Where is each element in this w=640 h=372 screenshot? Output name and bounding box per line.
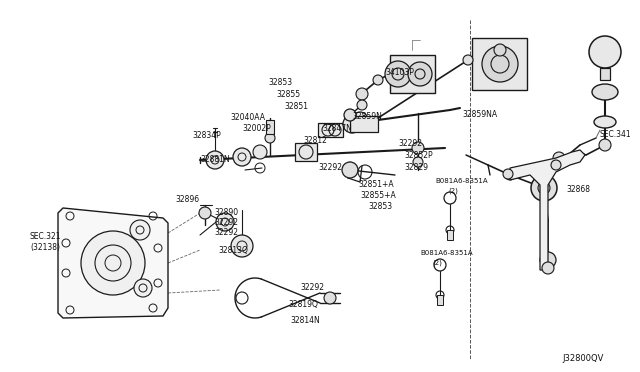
Text: (2): (2) — [432, 260, 442, 266]
Circle shape — [357, 100, 367, 110]
Circle shape — [216, 213, 234, 231]
Text: 32040AA: 32040AA — [230, 113, 265, 122]
Circle shape — [412, 142, 424, 154]
Text: 32851+A: 32851+A — [358, 180, 394, 189]
Polygon shape — [58, 208, 168, 318]
Text: B081A6-8351A: B081A6-8351A — [420, 250, 472, 256]
Circle shape — [589, 36, 621, 68]
Circle shape — [356, 88, 368, 100]
Text: (2): (2) — [448, 188, 458, 195]
Circle shape — [503, 169, 513, 179]
Text: SEC.321: SEC.321 — [30, 232, 61, 241]
Circle shape — [531, 175, 557, 201]
Circle shape — [233, 148, 251, 166]
Text: 32855+A: 32855+A — [360, 191, 396, 200]
Text: 32859NA: 32859NA — [462, 110, 497, 119]
Text: 32819Q: 32819Q — [288, 300, 318, 309]
Text: SEC.341: SEC.341 — [600, 130, 632, 139]
Text: 32829: 32829 — [404, 163, 428, 172]
Text: 32292: 32292 — [318, 163, 342, 172]
Bar — [437, 295, 443, 305]
Circle shape — [385, 61, 411, 87]
Text: 34103P: 34103P — [385, 68, 414, 77]
Ellipse shape — [592, 84, 618, 100]
Text: 32851: 32851 — [284, 102, 308, 111]
Text: 32847N: 32847N — [322, 124, 352, 133]
Circle shape — [81, 231, 145, 295]
Circle shape — [550, 159, 562, 171]
Circle shape — [342, 162, 358, 178]
Text: B081A6-8351A: B081A6-8351A — [435, 178, 488, 184]
Circle shape — [463, 55, 473, 65]
Circle shape — [373, 75, 383, 85]
Text: 32834P: 32834P — [192, 131, 221, 140]
Text: 32853: 32853 — [268, 78, 292, 87]
Bar — [295, 143, 317, 161]
Text: (32138): (32138) — [30, 243, 60, 252]
Text: 32292: 32292 — [214, 228, 238, 237]
Text: 32859N: 32859N — [352, 112, 382, 121]
Bar — [447, 230, 453, 240]
Circle shape — [344, 109, 356, 121]
Bar — [266, 120, 274, 134]
Circle shape — [599, 139, 611, 151]
Bar — [472, 38, 527, 90]
Circle shape — [413, 157, 423, 167]
Circle shape — [199, 207, 211, 219]
Circle shape — [253, 145, 267, 159]
Ellipse shape — [594, 116, 616, 128]
Circle shape — [540, 252, 556, 268]
Text: 32292: 32292 — [214, 218, 238, 227]
Circle shape — [482, 46, 518, 82]
Bar — [318, 123, 343, 137]
Circle shape — [408, 62, 432, 86]
Text: 32292: 32292 — [398, 139, 422, 148]
Text: 32813Q: 32813Q — [218, 246, 248, 255]
Bar — [350, 116, 378, 132]
Text: 32853: 32853 — [368, 202, 392, 211]
Text: 32855: 32855 — [276, 90, 300, 99]
Circle shape — [265, 133, 275, 143]
Circle shape — [553, 152, 565, 164]
Circle shape — [130, 220, 150, 240]
Text: 32852P: 32852P — [404, 151, 433, 160]
Circle shape — [343, 115, 361, 133]
Circle shape — [324, 292, 336, 304]
Text: 32881N: 32881N — [200, 155, 230, 164]
Bar — [600, 68, 610, 80]
Text: 32814N: 32814N — [290, 316, 320, 325]
Text: 32890: 32890 — [214, 208, 238, 217]
Text: 32002P: 32002P — [242, 124, 271, 133]
Bar — [390, 55, 435, 93]
Circle shape — [352, 112, 368, 128]
Text: 32896: 32896 — [175, 195, 199, 204]
Circle shape — [542, 262, 554, 274]
Circle shape — [134, 279, 152, 297]
Text: 32812: 32812 — [303, 136, 327, 145]
Polygon shape — [510, 150, 585, 270]
Text: J32800QV: J32800QV — [562, 354, 604, 363]
Text: 32868: 32868 — [566, 185, 590, 194]
Circle shape — [494, 44, 506, 56]
Circle shape — [551, 160, 561, 170]
Text: 32292: 32292 — [300, 283, 324, 292]
Circle shape — [231, 235, 253, 257]
Circle shape — [206, 151, 224, 169]
